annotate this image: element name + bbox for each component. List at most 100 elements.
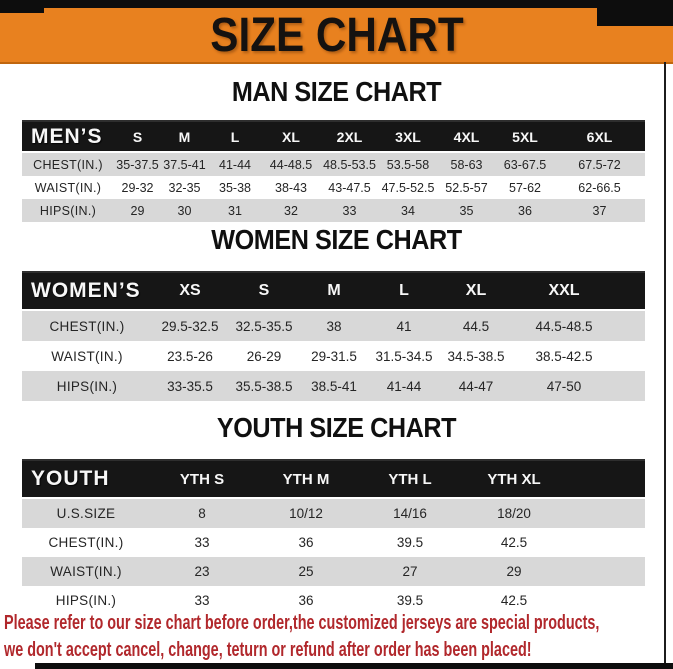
size-value-cell: 38-43	[262, 176, 320, 199]
bottom-border-bar	[35, 663, 673, 669]
size-value-cell: 37.5-41	[161, 153, 208, 176]
disclaimer-text: Please refer to our size chart before or…	[4, 610, 599, 664]
table-row: WAIST(IN.) 23.5-26 26-29 29-31.5 31.5-34.5 34…	[22, 341, 645, 371]
size-value-cell: 38.5-41	[300, 371, 368, 401]
top-right-corner-block	[597, 0, 673, 26]
row-filler-cell	[566, 557, 645, 586]
size-column-header: S	[114, 122, 161, 153]
size-value-cell: 41	[368, 311, 440, 341]
size-column-header: L	[208, 122, 262, 153]
header-filler-cell	[566, 461, 645, 499]
size-column-header: XS	[152, 273, 228, 311]
size-value-cell: 23	[150, 557, 254, 586]
size-value-cell: 42.5	[462, 586, 566, 615]
size-value-cell: 52.5-57	[437, 176, 496, 199]
size-column-header: XL	[262, 122, 320, 153]
size-column-header: S	[228, 273, 300, 311]
size-value-cell: 41-44	[368, 371, 440, 401]
youth-size-table: YOUTH YTH S YTH M YTH L YTH XL U.S.SIZE 8 10/12…	[22, 459, 645, 615]
row-filler-cell	[566, 528, 645, 557]
size-value-cell: 41-44	[208, 153, 262, 176]
size-value-cell: 32	[262, 199, 320, 222]
size-value-cell: 67.5-72	[554, 153, 645, 176]
table-row: U.S.SIZE 8 10/12 14/16 18/20	[22, 499, 645, 528]
banner: SIZE CHART	[0, 8, 673, 64]
size-value-cell: 33	[320, 199, 379, 222]
size-value-cell: 27	[358, 557, 462, 586]
section-title-youth: YOUTH SIZE CHART	[216, 412, 457, 443]
measure-label-cell: U.S.SIZE	[22, 499, 150, 528]
size-value-cell: 29-32	[114, 176, 161, 199]
table-title-cell: YOUTH	[22, 461, 150, 499]
size-value-cell: 29	[114, 199, 161, 222]
measure-label-cell: CHEST(IN.)	[22, 153, 114, 176]
size-value-cell: 38	[300, 311, 368, 341]
size-column-header: 2XL	[320, 122, 379, 153]
measure-label-cell: HIPS(IN.)	[22, 199, 114, 222]
row-filler-cell	[566, 499, 645, 528]
size-value-cell: 32.5-35.5	[228, 311, 300, 341]
size-value-cell: 58-63	[437, 153, 496, 176]
size-value-cell: 14/16	[358, 499, 462, 528]
row-filler-cell	[566, 586, 645, 615]
size-value-cell: 39.5	[358, 586, 462, 615]
measure-label-cell: WAIST(IN.)	[22, 176, 114, 199]
table-row: HIPS(IN.) 33-35.5 35.5-38.5 38.5-41 41-44 44-…	[22, 371, 645, 401]
row-filler-cell	[616, 341, 645, 371]
size-value-cell: 42.5	[462, 528, 566, 557]
size-value-cell: 33-35.5	[152, 371, 228, 401]
size-value-cell: 29	[462, 557, 566, 586]
size-value-cell: 18/20	[462, 499, 566, 528]
table-header-row: WOMEN’S XS S M L XL XXL	[22, 273, 645, 311]
size-value-cell: 35-37.5	[114, 153, 161, 176]
top-left-corner-block	[0, 0, 44, 13]
size-column-header: YTH XL	[462, 461, 566, 499]
size-column-header: XXL	[512, 273, 616, 311]
size-column-header: 4XL	[437, 122, 496, 153]
size-value-cell: 47-50	[512, 371, 616, 401]
women-size-table: WOMEN’S XS S M L XL XXL CHEST(IN.) 29.5-32.5 32.5…	[22, 271, 645, 401]
size-value-cell: 35.5-38.5	[228, 371, 300, 401]
disclaimer-line-2: we don't accept cancel, change, teturn o…	[4, 639, 532, 661]
measure-label-cell: CHEST(IN.)	[22, 528, 150, 557]
size-value-cell: 44.5-48.5	[512, 311, 616, 341]
table-row: CHEST(IN.) 29.5-32.5 32.5-35.5 38 41 44.5 44.5…	[22, 311, 645, 341]
measure-label-cell: HIPS(IN.)	[22, 586, 150, 615]
size-value-cell: 30	[161, 199, 208, 222]
men-size-table: MEN’S S M L XL 2XL 3XL 4XL 5XL 6XL CHEST(IN.) 35-37…	[22, 120, 645, 222]
size-value-cell: 53.5-58	[379, 153, 437, 176]
size-value-cell: 26-29	[228, 341, 300, 371]
table-title-cell: MEN’S	[22, 122, 114, 153]
measure-label-cell: WAIST(IN.)	[22, 557, 150, 586]
size-value-cell: 31	[208, 199, 262, 222]
size-value-cell: 29-31.5	[300, 341, 368, 371]
measure-label-cell: CHEST(IN.)	[22, 311, 152, 341]
size-column-header: 3XL	[379, 122, 437, 153]
size-column-header: M	[161, 122, 208, 153]
header-filler-cell	[616, 273, 645, 311]
measure-label-cell: WAIST(IN.)	[22, 341, 152, 371]
size-column-header: 6XL	[554, 122, 645, 153]
size-value-cell: 39.5	[358, 528, 462, 557]
section-title-man: MAN SIZE CHART	[231, 76, 442, 107]
size-column-header: L	[368, 273, 440, 311]
size-value-cell: 63-67.5	[496, 153, 554, 176]
section-title-women: WOMEN SIZE CHART	[211, 224, 462, 255]
table-row: HIPS(IN.) 29 30 31 32 33 34 35 36 37	[22, 199, 645, 222]
table-title-cell: WOMEN’S	[22, 273, 152, 311]
size-value-cell: 31.5-34.5	[368, 341, 440, 371]
size-value-cell: 34	[379, 199, 437, 222]
size-value-cell: 8	[150, 499, 254, 528]
disclaimer-line-1: Please refer to our size chart before or…	[4, 612, 600, 634]
size-value-cell: 25	[254, 557, 358, 586]
size-column-header: YTH S	[150, 461, 254, 499]
table-row: WAIST(IN.) 23 25 27 29	[22, 557, 645, 586]
size-column-header: M	[300, 273, 368, 311]
size-column-header: YTH M	[254, 461, 358, 499]
size-column-header: XL	[440, 273, 512, 311]
size-value-cell: 38.5-42.5	[512, 341, 616, 371]
size-value-cell: 36	[254, 586, 358, 615]
row-filler-cell	[616, 371, 645, 401]
size-value-cell: 29.5-32.5	[152, 311, 228, 341]
size-value-cell: 44-48.5	[262, 153, 320, 176]
